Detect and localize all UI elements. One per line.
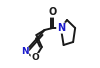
Text: N: N: [57, 23, 65, 33]
Text: O: O: [49, 7, 57, 17]
Text: N: N: [21, 48, 29, 57]
Text: O: O: [31, 54, 39, 62]
